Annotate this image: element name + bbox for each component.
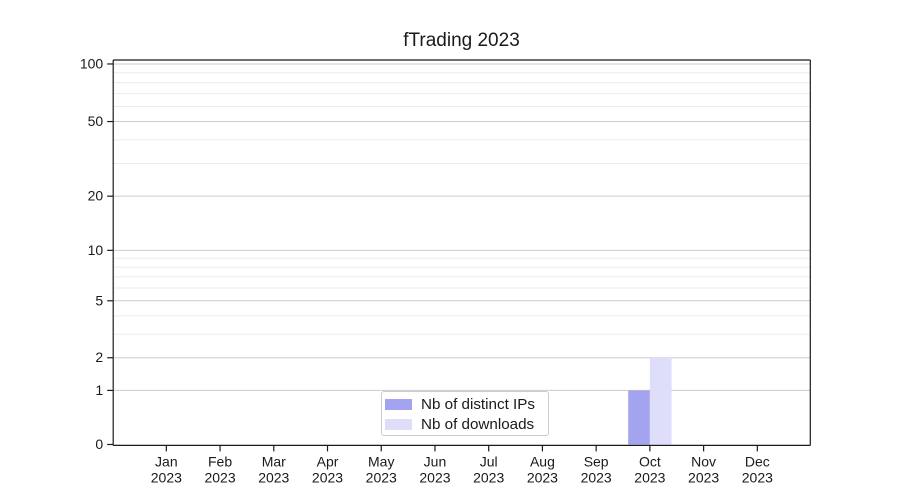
svg-text:2023: 2023 <box>634 469 665 485</box>
svg-text:2: 2 <box>95 349 103 365</box>
svg-text:2023: 2023 <box>366 469 397 485</box>
svg-text:10: 10 <box>88 242 104 258</box>
svg-text:2023: 2023 <box>258 469 289 485</box>
svg-text:Nov: Nov <box>691 453 716 469</box>
svg-text:0: 0 <box>95 436 103 452</box>
svg-text:5: 5 <box>95 292 103 308</box>
svg-text:1: 1 <box>95 382 103 398</box>
svg-text:Jul: Jul <box>480 453 498 469</box>
svg-text:Oct: Oct <box>639 453 661 469</box>
svg-text:2023: 2023 <box>204 469 235 485</box>
svg-text:20: 20 <box>88 188 104 204</box>
svg-text:2023: 2023 <box>473 469 504 485</box>
svg-text:Apr: Apr <box>317 453 339 469</box>
svg-text:Sep: Sep <box>584 453 609 469</box>
svg-text:Dec: Dec <box>745 453 770 469</box>
svg-text:Aug: Aug <box>530 453 555 469</box>
svg-text:50: 50 <box>88 113 104 129</box>
svg-text:Jun: Jun <box>424 453 447 469</box>
svg-text:2023: 2023 <box>688 469 719 485</box>
svg-text:2023: 2023 <box>742 469 773 485</box>
svg-text:May: May <box>368 453 394 469</box>
svg-text:Mar: Mar <box>262 453 286 469</box>
svg-text:2023: 2023 <box>527 469 558 485</box>
svg-text:2023: 2023 <box>581 469 612 485</box>
svg-text:2023: 2023 <box>312 469 343 485</box>
svg-text:100: 100 <box>80 55 104 71</box>
svg-text:2023: 2023 <box>151 469 182 485</box>
svg-text:Jan: Jan <box>155 453 178 469</box>
svg-text:Feb: Feb <box>208 453 232 469</box>
svg-text:2023: 2023 <box>419 469 450 485</box>
